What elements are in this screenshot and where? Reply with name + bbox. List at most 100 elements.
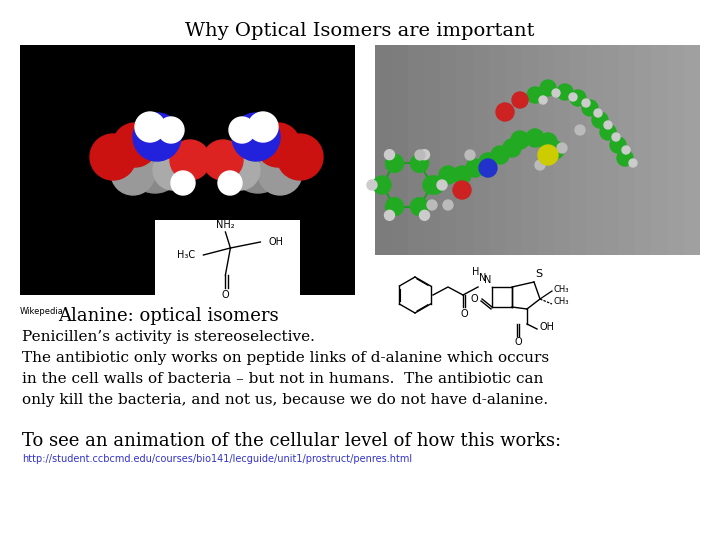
Circle shape — [539, 96, 547, 104]
Circle shape — [133, 113, 181, 161]
Circle shape — [570, 90, 586, 106]
Text: H: H — [472, 267, 480, 277]
Circle shape — [479, 159, 497, 177]
Circle shape — [604, 121, 612, 129]
Circle shape — [592, 112, 608, 128]
Text: only kill the bacteria, and not us, because we do not have d-alanine.: only kill the bacteria, and not us, beca… — [22, 393, 548, 407]
Circle shape — [427, 200, 437, 210]
Circle shape — [535, 160, 545, 170]
Circle shape — [384, 150, 395, 160]
Bar — [684, 45, 700, 255]
Text: S: S — [535, 269, 542, 279]
Text: N: N — [479, 273, 487, 283]
Circle shape — [629, 159, 637, 167]
Circle shape — [491, 146, 509, 164]
Circle shape — [90, 134, 136, 180]
Text: O: O — [514, 337, 522, 347]
Circle shape — [594, 109, 602, 117]
Circle shape — [229, 117, 255, 143]
Circle shape — [258, 151, 302, 195]
Circle shape — [496, 103, 514, 121]
Bar — [538, 45, 554, 255]
Circle shape — [232, 113, 280, 161]
Text: CH₃: CH₃ — [553, 285, 569, 294]
Bar — [375, 45, 700, 255]
Circle shape — [552, 89, 560, 97]
Circle shape — [617, 150, 633, 166]
Circle shape — [171, 171, 195, 195]
Circle shape — [426, 176, 444, 194]
Circle shape — [622, 146, 630, 154]
Bar — [489, 45, 505, 255]
Bar — [408, 45, 424, 255]
Circle shape — [127, 137, 183, 193]
Text: http://student.ccbcmd.edu/courses/bio141/lecguide/unit1/prostruct/penres.html: http://student.ccbcmd.edu/courses/bio141… — [22, 454, 412, 464]
Circle shape — [453, 181, 471, 199]
Bar — [586, 45, 603, 255]
Circle shape — [526, 129, 544, 147]
Circle shape — [203, 140, 243, 180]
Circle shape — [512, 92, 528, 108]
Circle shape — [600, 124, 616, 140]
Bar — [440, 45, 456, 255]
Circle shape — [423, 176, 441, 194]
Bar — [554, 45, 570, 255]
Circle shape — [443, 200, 453, 210]
Circle shape — [437, 180, 447, 190]
Circle shape — [420, 210, 430, 220]
Circle shape — [384, 210, 395, 220]
Circle shape — [248, 112, 278, 142]
Circle shape — [557, 84, 573, 100]
Text: Why Optical Isomers are important: Why Optical Isomers are important — [185, 22, 535, 40]
Text: NH₂: NH₂ — [216, 220, 235, 230]
Circle shape — [582, 100, 598, 116]
Text: O: O — [460, 309, 468, 319]
Circle shape — [479, 153, 497, 171]
Circle shape — [385, 154, 403, 172]
Text: Alanine: optical isomers: Alanine: optical isomers — [58, 307, 279, 325]
Circle shape — [540, 80, 556, 96]
Text: CH₃: CH₃ — [553, 298, 569, 307]
Bar — [370, 258, 710, 338]
Bar — [391, 45, 408, 255]
Circle shape — [527, 87, 543, 103]
Circle shape — [439, 166, 457, 184]
Circle shape — [466, 159, 484, 177]
Bar — [521, 45, 538, 255]
Circle shape — [277, 134, 323, 180]
Bar — [570, 45, 586, 255]
Circle shape — [612, 133, 620, 141]
Circle shape — [230, 137, 286, 193]
Circle shape — [220, 150, 260, 190]
Bar — [618, 45, 635, 255]
Circle shape — [453, 166, 471, 184]
Bar — [667, 45, 684, 255]
Bar — [635, 45, 652, 255]
Circle shape — [503, 139, 521, 157]
Text: Penicillen’s activity is stereoselective.: Penicillen’s activity is stereoselective… — [22, 330, 315, 344]
Bar — [472, 45, 489, 255]
Circle shape — [410, 198, 428, 215]
Circle shape — [465, 150, 475, 160]
Circle shape — [582, 99, 590, 107]
Circle shape — [410, 154, 428, 172]
Circle shape — [373, 176, 391, 194]
Circle shape — [158, 117, 184, 143]
Bar — [375, 45, 391, 255]
Text: OH: OH — [269, 237, 284, 247]
Circle shape — [256, 123, 300, 167]
Bar — [456, 45, 472, 255]
Circle shape — [153, 150, 193, 190]
Circle shape — [415, 150, 425, 160]
Circle shape — [385, 198, 403, 215]
Circle shape — [111, 151, 155, 195]
Text: N: N — [484, 275, 491, 285]
Circle shape — [135, 112, 165, 142]
Circle shape — [610, 137, 626, 153]
Circle shape — [420, 150, 430, 160]
Text: O: O — [470, 294, 478, 304]
Bar — [155, 220, 300, 295]
Bar — [505, 45, 521, 255]
Text: The antibiotic only works on peptide links of d-alanine which occurs: The antibiotic only works on peptide lin… — [22, 351, 549, 365]
Bar — [603, 45, 618, 255]
